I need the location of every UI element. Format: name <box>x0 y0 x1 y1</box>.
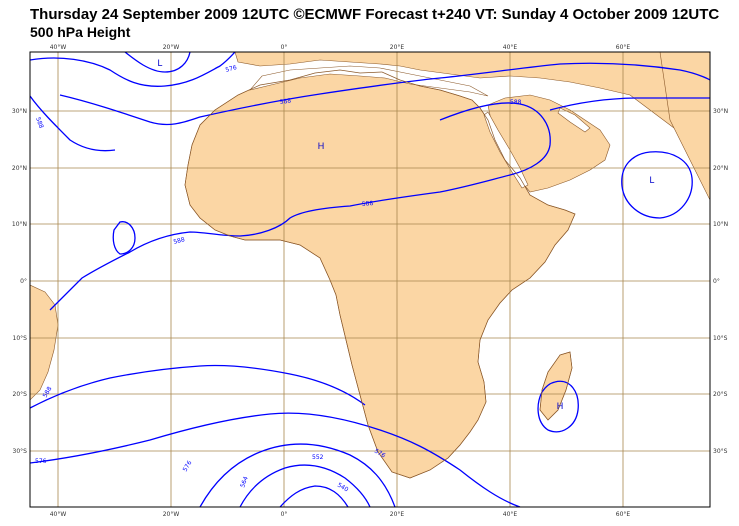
lat-tick-label: 10°N <box>12 221 27 228</box>
contour-588-west <box>30 95 116 152</box>
contour-label: 564 <box>239 475 250 488</box>
lon-tick-label: 40°E <box>503 511 518 518</box>
lat-tick-labels-right: 30°N 20°N 10°N 0° 10°S 20°S 30°S <box>713 108 728 455</box>
contour-576-north <box>30 52 236 87</box>
contour-label: 588 <box>510 99 522 106</box>
lon-tick-labels-bottom: 40°W 20°W 0° 20°E 40°E 60°E <box>50 511 631 518</box>
high-center-label: H <box>557 401 564 411</box>
lon-tick-label: 20°W <box>163 511 180 518</box>
contour-high-cell-madagascar <box>537 380 579 433</box>
lat-tick-label: 10°S <box>713 335 728 342</box>
lat-tick-label: 0° <box>713 278 720 285</box>
red-sea <box>483 111 529 189</box>
map-frame <box>29 51 711 508</box>
lon-tick-label: 20°W <box>163 44 180 51</box>
lon-tick-label: 60°E <box>616 511 631 518</box>
pressure-centers: L H L H <box>157 58 654 411</box>
contour-label: 588 <box>34 116 45 129</box>
contour-low-cell-east <box>621 151 693 219</box>
lat-tick-label: 30°N <box>713 108 728 115</box>
contour-label: 576 <box>35 458 47 465</box>
contour-588-south <box>30 364 366 409</box>
lat-tick-label: 30°S <box>713 448 728 455</box>
contour-low-cell-west <box>112 221 136 255</box>
lat-tick-label: 20°S <box>13 391 28 398</box>
map-subtitle: 500 hPa Height <box>30 24 131 40</box>
contour-588-east <box>549 97 710 111</box>
contour-552-south <box>239 464 371 507</box>
india-landmass <box>659 52 710 201</box>
lon-tick-label: 20°E <box>390 44 405 51</box>
contour-labels: 576 588 588 588 588 588 588 576 576 576 … <box>34 64 522 493</box>
contour-564-south <box>199 443 396 507</box>
south-america-landmass <box>30 284 59 401</box>
contour-588-north <box>59 62 710 126</box>
lat-tick-label: 10°S <box>13 335 28 342</box>
lon-tick-label: 40°W <box>50 44 67 51</box>
contour-label: 588 <box>362 200 374 208</box>
lon-tick-label: 40°E <box>503 44 518 51</box>
lat-tick-label: 30°S <box>13 448 28 455</box>
lon-tick-labels-top: 40°W 20°W 0° 20°E 40°E 60°E <box>50 44 631 51</box>
contour-label: 576 <box>225 64 238 74</box>
contour-label: 552 <box>312 454 324 461</box>
contour-label: 588 <box>42 385 54 399</box>
persian-gulf <box>557 107 591 133</box>
lat-tick-label: 30°N <box>12 108 27 115</box>
lon-tick-label: 40°W <box>50 511 67 518</box>
contour-label: 588 <box>173 236 186 246</box>
high-center-label: H <box>318 141 325 151</box>
mediterranean-sea <box>249 65 489 97</box>
contour-label: 540 <box>336 482 350 494</box>
contour-label: 576 <box>373 448 387 460</box>
map-title: Thursday 24 September 2009 12UTC ©ECMWF … <box>30 6 720 23</box>
contour-588-mid <box>49 102 551 311</box>
height-contours <box>30 52 710 507</box>
lat-tick-label: 20°N <box>713 165 728 172</box>
lat-tick-label: 20°N <box>12 165 27 172</box>
contour-label: 588 <box>279 97 291 106</box>
coastlines <box>184 69 576 479</box>
lat-tick-label: 10°N <box>713 221 728 228</box>
lon-tick-label: 0° <box>281 511 288 518</box>
lon-tick-label: 20°E <box>390 511 405 518</box>
contour-540-south <box>279 485 349 507</box>
low-center-label: L <box>649 175 654 185</box>
contour-low-north <box>124 52 191 73</box>
contour-label: 576 <box>182 459 194 473</box>
lat-tick-label: 0° <box>20 278 27 285</box>
lat-tick-label: 20°S <box>713 391 728 398</box>
lon-tick-label: 60°E <box>616 44 631 51</box>
lon-tick-label: 0° <box>281 44 288 51</box>
lat-tick-labels-left: 30°N 20°N 10°N 0° 10°S 20°S 30°S <box>12 108 27 455</box>
contour-576-south <box>30 412 521 507</box>
low-center-label: L <box>157 58 162 68</box>
